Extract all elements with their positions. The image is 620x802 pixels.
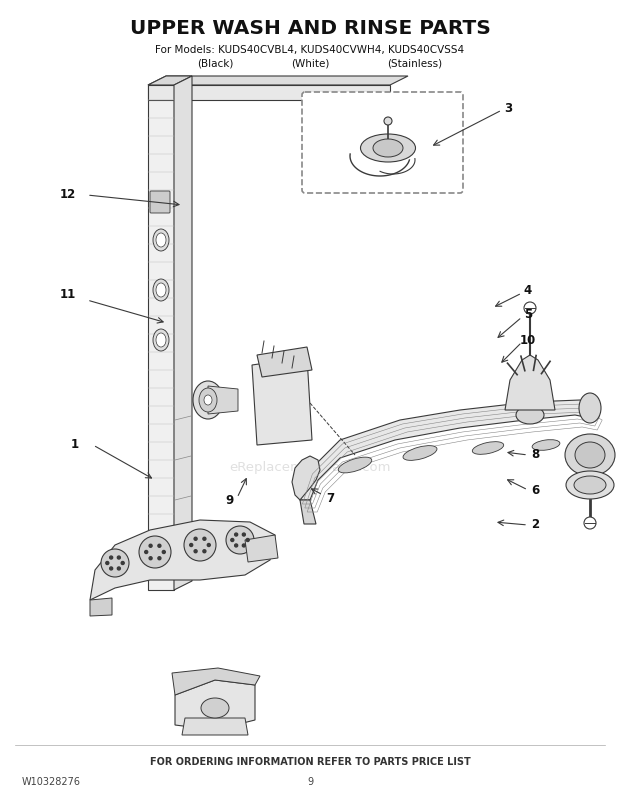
Ellipse shape (193, 381, 223, 419)
Ellipse shape (532, 439, 560, 450)
Circle shape (158, 545, 161, 547)
Ellipse shape (373, 139, 403, 157)
Ellipse shape (565, 434, 615, 476)
Text: For Models: KUDS40CVBL4, KUDS40CVWH4, KUDS40CVSS4: For Models: KUDS40CVBL4, KUDS40CVWH4, KU… (156, 45, 464, 55)
Circle shape (384, 117, 392, 125)
Circle shape (194, 549, 197, 553)
Ellipse shape (339, 457, 372, 473)
FancyBboxPatch shape (150, 191, 170, 213)
Polygon shape (300, 500, 316, 524)
Circle shape (234, 544, 237, 547)
Polygon shape (90, 520, 275, 600)
Text: 2: 2 (531, 519, 539, 532)
Circle shape (162, 550, 166, 553)
Circle shape (242, 544, 246, 547)
Polygon shape (148, 85, 390, 100)
Polygon shape (148, 85, 174, 590)
Circle shape (101, 549, 129, 577)
Circle shape (226, 526, 254, 554)
Text: UPPER WASH AND RINSE PARTS: UPPER WASH AND RINSE PARTS (130, 18, 490, 38)
Text: (Black): (Black) (197, 59, 233, 69)
Ellipse shape (472, 442, 503, 454)
Ellipse shape (153, 229, 169, 251)
Text: (Stainless): (Stainless) (388, 59, 443, 69)
Polygon shape (174, 76, 192, 590)
Ellipse shape (204, 395, 212, 405)
Ellipse shape (156, 333, 166, 347)
Ellipse shape (516, 406, 544, 424)
Circle shape (149, 545, 152, 547)
Text: 12: 12 (60, 188, 76, 201)
Ellipse shape (403, 446, 437, 460)
Circle shape (207, 544, 210, 546)
Text: (White): (White) (291, 59, 329, 69)
Polygon shape (172, 668, 260, 695)
Ellipse shape (153, 279, 169, 301)
Circle shape (158, 557, 161, 560)
Ellipse shape (156, 283, 166, 297)
Text: 6: 6 (531, 484, 539, 496)
Text: FOR ORDERING INFORMATION REFER TO PARTS PRICE LIST: FOR ORDERING INFORMATION REFER TO PARTS … (149, 757, 471, 767)
FancyBboxPatch shape (302, 92, 463, 193)
Text: 11: 11 (60, 289, 76, 302)
Polygon shape (252, 357, 312, 445)
Circle shape (110, 556, 113, 559)
Circle shape (117, 567, 120, 570)
Polygon shape (245, 535, 278, 562)
Circle shape (524, 302, 536, 314)
Ellipse shape (579, 393, 601, 423)
Circle shape (584, 517, 596, 529)
Circle shape (231, 538, 234, 541)
Text: W10328276: W10328276 (22, 777, 81, 787)
Polygon shape (257, 347, 312, 377)
Circle shape (242, 533, 246, 536)
Text: 9: 9 (307, 777, 313, 787)
Polygon shape (208, 386, 238, 414)
Ellipse shape (201, 698, 229, 718)
Circle shape (184, 529, 216, 561)
Polygon shape (90, 598, 112, 616)
Polygon shape (148, 76, 408, 85)
Circle shape (110, 567, 113, 570)
Text: 5: 5 (524, 309, 532, 322)
Ellipse shape (153, 329, 169, 351)
Text: eReplacementParts.com: eReplacementParts.com (229, 461, 391, 475)
Circle shape (234, 533, 237, 536)
Text: 8: 8 (531, 448, 539, 461)
Text: 4: 4 (524, 283, 532, 297)
Polygon shape (182, 718, 248, 735)
Text: 10: 10 (520, 334, 536, 346)
Ellipse shape (156, 233, 166, 247)
Circle shape (203, 549, 206, 553)
Text: 7: 7 (326, 492, 334, 504)
Ellipse shape (199, 388, 217, 412)
Circle shape (106, 561, 108, 565)
Polygon shape (148, 76, 192, 85)
Ellipse shape (566, 471, 614, 499)
Ellipse shape (574, 476, 606, 494)
Circle shape (144, 550, 148, 553)
Circle shape (194, 537, 197, 541)
Circle shape (190, 544, 193, 546)
Circle shape (149, 557, 152, 560)
Polygon shape (300, 400, 595, 500)
Circle shape (203, 537, 206, 541)
Circle shape (117, 556, 120, 559)
Polygon shape (292, 456, 320, 500)
Polygon shape (175, 680, 255, 730)
Circle shape (139, 536, 171, 568)
Circle shape (121, 561, 124, 565)
Text: 9: 9 (226, 493, 234, 507)
Polygon shape (505, 355, 555, 410)
Ellipse shape (575, 442, 605, 468)
Ellipse shape (360, 134, 415, 162)
Circle shape (246, 538, 249, 541)
Text: 3: 3 (504, 102, 512, 115)
Text: 1: 1 (71, 439, 79, 452)
